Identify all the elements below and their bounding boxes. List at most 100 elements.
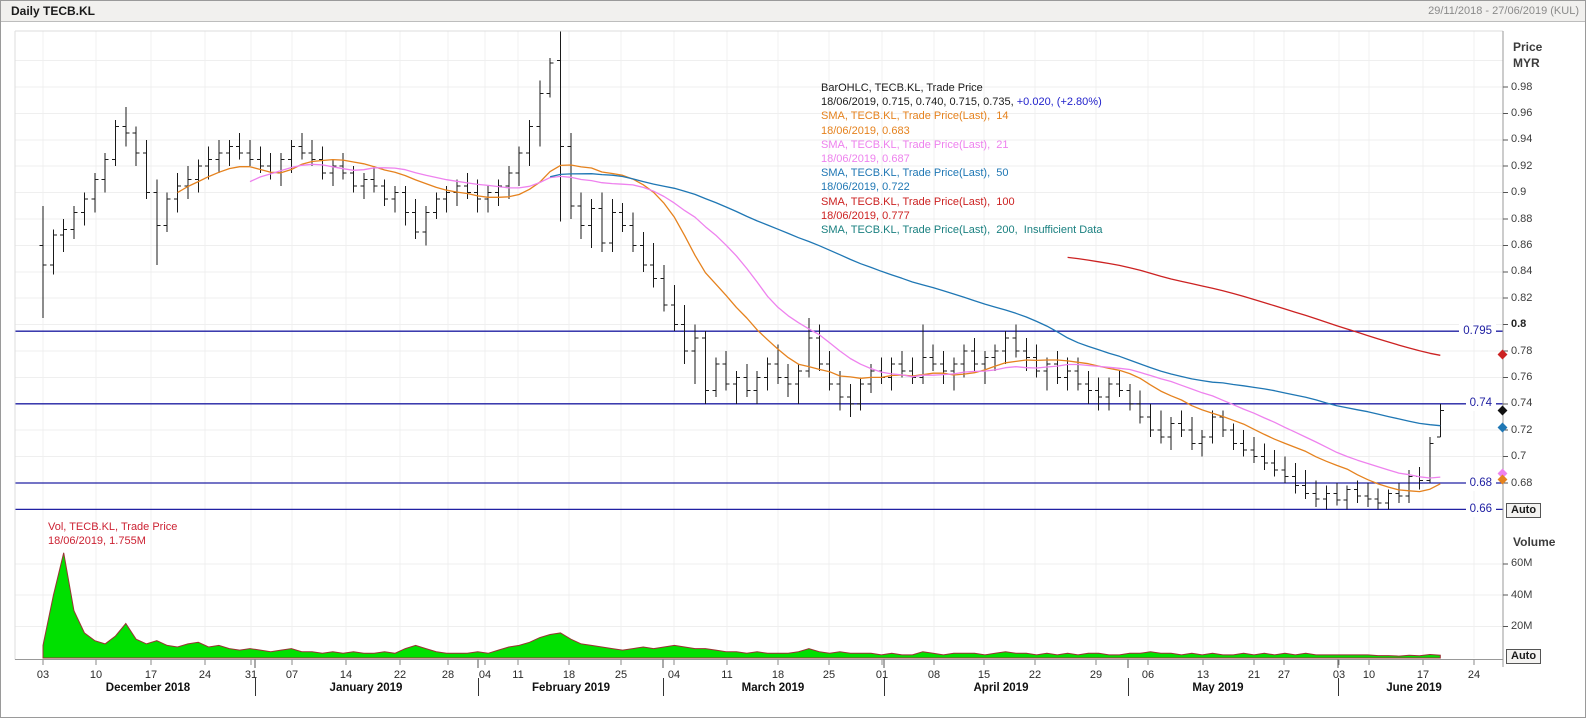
legend-segment: SMA, TECB.KL, Trade Price(Last), 21 — [821, 138, 1009, 151]
x-axis-day-label: 25 — [614, 669, 628, 681]
x-axis-day-label: 21 — [1247, 669, 1261, 681]
chart-title: Daily TECB.KL — [11, 4, 96, 18]
volume-area — [42, 552, 1441, 659]
price-tick-label: 0.84 — [1511, 265, 1533, 278]
legend-line: 18/06/2019, 0.722 — [821, 180, 1102, 194]
volume-tick-label: 60M — [1511, 557, 1533, 570]
price-tick-label: 0.72 — [1511, 423, 1533, 436]
legend-segment: 18/06/2019, 0.777 — [821, 209, 910, 222]
x-axis-day-label: 18 — [771, 669, 785, 681]
price-level-label: 0.795 — [1459, 323, 1496, 339]
legend-segment: SMA, TECB.KL, Trade Price(Last), 14 — [821, 110, 1009, 123]
x-axis-day-label: 15 — [977, 669, 991, 681]
x-axis-day-label: 22 — [393, 669, 407, 681]
price-tick-label: 0.98 — [1511, 80, 1533, 93]
legend-segment: 18/06/2019, 0.687 — [821, 152, 910, 165]
price-axis-auto-button[interactable]: Auto — [1506, 503, 1542, 518]
x-axis-day-label: 18 — [562, 669, 576, 681]
x-axis-month-label: January 2019 — [329, 682, 403, 694]
legend-line: SMA, TECB.KL, Trade Price(Last), 100 — [821, 195, 1102, 209]
price-level-label: 0.68 — [1465, 475, 1496, 491]
x-axis-day-label: 17 — [1416, 669, 1430, 681]
month-separator — [663, 678, 664, 696]
legend-line: SMA, TECB.KL, Trade Price(Last), 50 — [821, 166, 1102, 180]
sma21-line — [249, 163, 1441, 479]
legend-segment: +0.020, (+2.80%) — [1016, 96, 1102, 109]
legend-line: 18/06/2019, 0.777 — [821, 209, 1102, 223]
price-pane-legend: BarOHLC, TECB.KL, Trade Price 18/06/2019,… — [821, 81, 1102, 237]
x-axis-day-label: 24 — [1467, 669, 1481, 681]
x-axis-day-label: 28 — [441, 669, 455, 681]
month-separator — [1128, 678, 1129, 696]
x-axis-month-label: February 2019 — [532, 682, 610, 694]
price-tick-label: 0.7 — [1511, 450, 1527, 463]
legend-segment: SMA, TECB.KL, Trade Price(Last), 200, In… — [821, 223, 1103, 236]
legend-line: 18/06/2019, 0.687 — [821, 152, 1102, 166]
volume-axis-auto-button[interactable]: Auto — [1506, 649, 1542, 664]
month-separator — [1338, 678, 1339, 696]
ohlc-bars — [39, 31, 1444, 510]
x-axis-day-label: 11 — [512, 669, 524, 681]
price-axis-title: Price MYR — [1513, 39, 1542, 71]
x-axis-day-label: 04 — [478, 669, 492, 681]
x-axis-month-label: March 2019 — [741, 682, 805, 694]
legend-line: BarOHLC, TECB.KL, Trade Price — [821, 81, 1102, 95]
price-tick-label: 0.78 — [1511, 344, 1533, 357]
date-range-label: 29/11/2018 - 27/06/2019 (KUL) — [1428, 5, 1579, 17]
price-tick-label: 0.9 — [1511, 186, 1527, 199]
x-axis-day-label: 06 — [1141, 669, 1155, 681]
price-tick-label: 0.92 — [1511, 159, 1533, 172]
volume-tick-label: 40M — [1511, 588, 1533, 601]
x-axis-month-label: December 2018 — [105, 682, 191, 694]
price-tick-label: 0.68 — [1511, 476, 1533, 489]
x-axis-day-label: 31 — [244, 669, 258, 681]
legend-line: 18/06/2019, 0.683 — [821, 124, 1102, 138]
legend-segment: 18/06/2019, 0.722 — [821, 181, 910, 194]
chart-header: Daily TECB.KL 29/11/2018 - 27/06/2019 (K… — [1, 1, 1585, 22]
x-axis-day-label: 10 — [89, 669, 103, 681]
x-axis-day-label: 27 — [1277, 669, 1291, 681]
legend-segment: 18/06/2019, 0.683 — [821, 124, 910, 137]
price-tick-label: 0.94 — [1511, 133, 1533, 146]
x-axis-month-label: May 2019 — [1192, 682, 1244, 694]
x-axis-month-label: April 2019 — [973, 682, 1029, 694]
volume-tick-label: 20M — [1511, 620, 1533, 633]
legend-line: SMA, TECB.KL, Trade Price(Last), 200, In… — [821, 223, 1102, 237]
sma100-line — [1067, 256, 1441, 356]
x-axis-day-label: 13 — [1196, 669, 1210, 681]
price-tick-label: 0.96 — [1511, 106, 1533, 119]
x-axis-day-label: 08 — [927, 669, 941, 681]
volume-legend-line1: Vol, TECB.KL, Trade Price — [48, 521, 178, 533]
legend-segment: 18/06/2019, 0.715, 0.740, 0.715, 0.735, — [821, 96, 1017, 109]
month-separator — [478, 678, 479, 696]
x-axis-day-label: 11 — [721, 669, 733, 681]
legend-line: SMA, TECB.KL, Trade Price(Last), 21 — [821, 138, 1102, 152]
month-separator — [255, 678, 256, 696]
legend-line: SMA, TECB.KL, Trade Price(Last), 14 — [821, 109, 1102, 123]
x-axis-day-label: 01 — [875, 669, 889, 681]
legend-segment: SMA, TECB.KL, Trade Price(Last), 50 — [821, 167, 1009, 180]
volume-legend-line2: 18/06/2019, 1.755M — [48, 535, 146, 547]
price-tick-label: 0.86 — [1511, 238, 1533, 251]
price-tick-label: 0.82 — [1511, 291, 1533, 304]
x-axis-day-label: 24 — [198, 669, 212, 681]
x-axis-day-label: 22 — [1028, 669, 1042, 681]
x-axis-day-label: 29 — [1089, 669, 1103, 681]
price-tick-label: 0.88 — [1511, 212, 1533, 225]
price-tick-label: 0.8 — [1511, 318, 1527, 331]
legend-segment: BarOHLC, TECB.KL, Trade Price — [821, 82, 983, 94]
volume-axis-title: Volume — [1513, 535, 1556, 549]
x-axis-day-label: 07 — [285, 669, 299, 681]
x-axis-day-label: 03 — [36, 669, 50, 681]
month-separator — [884, 678, 885, 696]
x-axis-day-label: 10 — [1362, 669, 1376, 681]
x-axis-day-label: 03 — [1332, 669, 1346, 681]
price-level-label: 0.74 — [1465, 396, 1496, 412]
price-axis-title-price: Price — [1513, 40, 1543, 54]
x-axis-month-label: June 2019 — [1386, 682, 1442, 694]
x-axis-day-label: 04 — [667, 669, 681, 681]
x-axis-day-label: 14 — [339, 669, 353, 681]
price-tick-label: 0.74 — [1511, 397, 1533, 410]
